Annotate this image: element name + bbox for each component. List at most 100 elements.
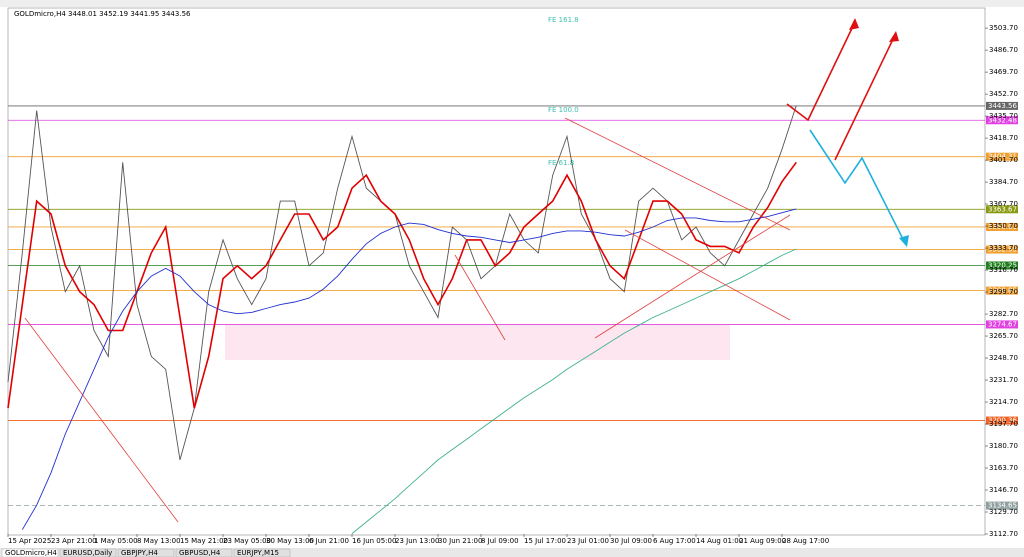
x-tick-label: 15 May 21:00: [180, 537, 228, 545]
level-label: 3134.65: [988, 502, 1017, 510]
y-axis: 3112.70 3129.70 3146.70 3163.70 3180.70 3197.…: [985, 24, 1018, 538]
trend-line: [564, 117, 791, 231]
y-tick-label: 3231.70: [989, 376, 1018, 384]
fib-label: FE 61.8: [548, 159, 574, 167]
x-tick-label: 15 Jul 17:00: [524, 537, 566, 545]
trend-line: [454, 254, 506, 341]
demand-zone: [225, 325, 730, 360]
plot-frame: [7, 7, 986, 536]
tab-label[interactable]: EURUSD,Daily: [63, 549, 112, 557]
x-tick-label: 14 Aug 01:00: [696, 537, 743, 545]
trend-line: [624, 229, 791, 321]
level-label: 3350.01: [988, 223, 1017, 231]
level-label: 3300.85: [988, 287, 1017, 295]
series-line: [21, 208, 797, 530]
level-tag: [986, 416, 1018, 425]
x-tick-label: 6 Aug 17:00: [653, 537, 696, 545]
level-label: 3274.67: [988, 320, 1017, 328]
series-line: [351, 248, 797, 534]
forecast-arrows: [786, 18, 909, 247]
level-label: 3363.67: [988, 205, 1017, 213]
x-tick-label: 30 Jul 09:00: [610, 537, 652, 545]
level-tag: [986, 245, 1018, 254]
x-tick-label: 23 May 05:00: [223, 537, 271, 545]
level-tag: [986, 501, 1018, 510]
y-tick-label: 3129.70: [989, 508, 1018, 516]
x-tick-label: 1 May 05:00: [94, 537, 138, 545]
x-axis: 15 Apr 2025 23 Apr 21:001 May 05:00 8 May …: [7, 534, 829, 545]
arrowhead: [849, 18, 859, 30]
tab-label[interactable]: GBPJPY,H4: [121, 549, 158, 557]
y-tick-label: 3503.70: [989, 24, 1018, 32]
tab-bar: [0, 548, 1024, 557]
level-label: 3200.36: [988, 417, 1017, 425]
arrow-up: [786, 21, 856, 122]
series-line: [7, 105, 797, 461]
tab-label[interactable]: EURJPY,M15: [237, 549, 279, 557]
tab[interactable]: [1, 548, 59, 557]
x-tick-label: 23 Jun 13:00: [395, 537, 439, 545]
y-tick-label: 3333.70: [989, 244, 1018, 252]
y-tick-label: 3367.70: [989, 200, 1018, 208]
trend-line: [24, 317, 179, 523]
tab[interactable]: [117, 548, 175, 557]
tab[interactable]: [59, 548, 117, 557]
x-tick-label: 8 Jul 09:00: [481, 537, 519, 545]
series-line: [7, 161, 797, 409]
arrow-down: [809, 129, 906, 244]
level-tag: [986, 261, 1018, 270]
x-tick-label: 8 May 13:00: [137, 537, 181, 545]
y-tick-label: 3180.70: [989, 442, 1018, 450]
y-tick-label: 3401.70: [989, 156, 1018, 164]
fib-label: FE 100.0: [548, 106, 579, 114]
y-tick-label: 3197.70: [989, 420, 1018, 428]
arrowhead: [899, 235, 909, 247]
y-tick-label: 3214.70: [989, 398, 1018, 406]
trend-line: [594, 214, 791, 339]
level-tag: [986, 101, 1018, 110]
y-tick-label: 3265.70: [989, 332, 1018, 340]
fib-label: FE 161.8: [548, 16, 579, 24]
y-tick-label: 3112.70: [989, 530, 1018, 538]
level-label: 3432.48: [988, 116, 1017, 124]
tab[interactable]: [175, 548, 233, 557]
x-tick-label: 23 Jul 01:00: [567, 537, 609, 545]
y-tick-label: 3452.70: [989, 90, 1018, 98]
arrow-up: [834, 34, 896, 161]
level-label: 3404.31: [988, 153, 1017, 161]
x-tick-label: 30 May 13:00: [266, 537, 314, 545]
x-tick-label: 15 Apr 2025: [8, 537, 51, 545]
chart-header: GOLDmicro,H4 3448.01 3452.19 3441.95 344…: [14, 10, 191, 18]
level-tag: [986, 320, 1018, 329]
y-tick-label: 3282.70: [989, 310, 1018, 318]
x-tick-label: 23 Apr 21:00: [51, 537, 97, 545]
y-tick-label: 3350.70: [989, 222, 1018, 230]
tab[interactable]: [233, 548, 291, 557]
x-tick-label: 30 Jun 21:00: [438, 537, 482, 545]
y-tick-label: 3146.70: [989, 486, 1018, 494]
trend-lines: [24, 117, 791, 523]
y-tick-label: 3163.70: [989, 464, 1018, 472]
x-tick-label: 28 Aug 17:00: [782, 537, 829, 545]
level-tag: [986, 222, 1018, 231]
tab-label[interactable]: GOLDmicro,H4: [5, 549, 57, 557]
y-tick-label: 3469.70: [989, 68, 1018, 76]
y-tick-label: 3299.70: [989, 288, 1018, 296]
y-tick-label: 3384.70: [989, 178, 1018, 186]
level-label: 3443.56: [988, 102, 1017, 110]
y-tick-label: 3248.70: [989, 354, 1018, 362]
y-tick-label: 3418.70: [989, 134, 1018, 142]
level-tag: [986, 286, 1018, 295]
tab-label[interactable]: GBPUSD,H4: [179, 549, 221, 557]
y-tick-label: 3486.70: [989, 46, 1018, 54]
arrowhead: [889, 31, 899, 42]
level-tag: [986, 205, 1018, 214]
tabs: GOLDmicro,H4 EURUSD,Daily GBPJPY,H4 GBPUSD,…: [1, 548, 291, 557]
x-tick-label: 21 Aug 09:00: [739, 537, 786, 545]
level-label: 3320.25: [988, 261, 1017, 269]
level-label: 3332.55: [988, 246, 1017, 254]
level-tag: [986, 116, 1018, 125]
y-tick-label: 3316.70: [989, 266, 1018, 274]
